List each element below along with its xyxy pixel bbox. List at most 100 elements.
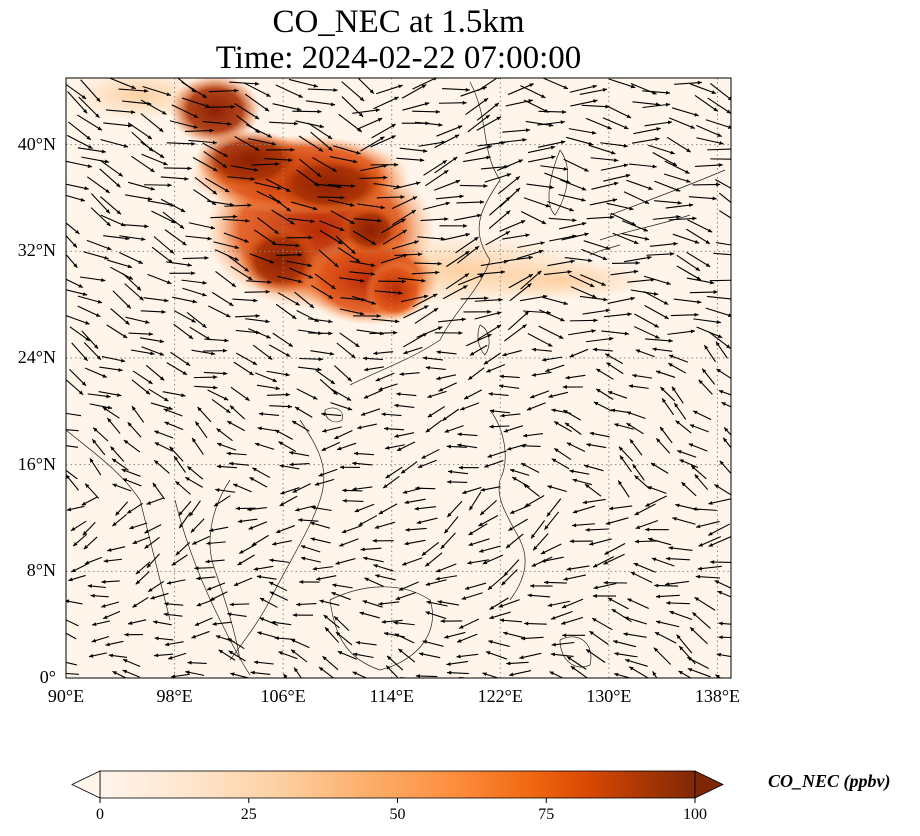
wind-vector-head	[585, 527, 590, 532]
wind-vector-head	[697, 566, 702, 571]
coastline-borneo	[329, 586, 433, 671]
wind-vector	[81, 156, 110, 163]
wind-vector-head	[723, 437, 728, 443]
wind-vector-head	[519, 681, 523, 685]
wind-vector-head	[383, 175, 388, 180]
wind-vector-head	[86, 679, 90, 683]
wind-vector-head	[469, 351, 475, 356]
wind-vector-head	[202, 280, 207, 285]
wind-vector	[69, 326, 91, 342]
wind-vector-head	[265, 319, 270, 324]
wind-vector-head	[144, 88, 149, 93]
wind-vector-head	[370, 272, 375, 276]
wind-vector-head	[196, 602, 202, 607]
wind-vector	[181, 97, 211, 108]
wind-vector	[418, 141, 446, 147]
wind-vector	[643, 275, 671, 285]
wind-vector	[171, 104, 199, 119]
wind-vector-head	[175, 551, 181, 556]
wind-vector-head	[276, 199, 282, 204]
wind-vector-head	[655, 594, 661, 599]
wind-vector-head	[375, 377, 381, 382]
wind-vector	[413, 262, 442, 265]
wind-vector-head	[426, 600, 431, 605]
wind-vector-head	[629, 666, 634, 671]
wind-vector-head	[521, 636, 526, 641]
wind-vector-head	[581, 197, 586, 202]
wind-vector	[508, 273, 534, 289]
wind-vector-head	[237, 519, 243, 524]
wind-vector	[466, 333, 492, 347]
wind-vector-head	[563, 166, 568, 171]
wind-vector-head	[323, 614, 328, 619]
wind-vector-head	[437, 600, 442, 604]
wind-vector-head	[78, 283, 83, 288]
wind-vector-head	[383, 484, 388, 489]
wind-vector-head	[417, 464, 423, 468]
wind-vector	[632, 101, 661, 106]
co-plume-core	[170, 78, 260, 145]
wind-vector	[631, 138, 660, 144]
wind-vector	[208, 89, 239, 93]
wind-vector-head	[737, 253, 741, 257]
colorbar-tick-label: 75	[538, 806, 555, 823]
wind-vector-head	[562, 385, 567, 389]
wind-vector-head	[239, 549, 244, 554]
wind-vector	[184, 129, 214, 132]
wind-vector-head	[540, 550, 546, 554]
wind-vector-head	[551, 642, 556, 647]
wind-vector-head	[202, 292, 207, 297]
wind-vector-head	[654, 334, 660, 339]
wind-vector	[371, 318, 400, 323]
wind-vector-head	[435, 270, 440, 275]
wind-vector-head	[334, 616, 339, 621]
wind-vector-head	[651, 462, 656, 467]
wind-vector-head	[181, 393, 186, 398]
wind-vector	[147, 273, 172, 285]
wind-vector	[110, 308, 130, 326]
wind-vector	[694, 95, 719, 112]
wind-vector-head	[258, 412, 264, 416]
wind-vector-head	[250, 670, 255, 675]
wind-vector	[205, 106, 235, 108]
wind-vector	[709, 279, 731, 282]
wind-vector	[455, 236, 479, 254]
wind-vector-head	[664, 315, 669, 319]
wind-vector-head	[541, 558, 546, 563]
wind-vector	[516, 250, 544, 260]
wind-vector-head	[171, 219, 176, 223]
wind-vector-head	[648, 186, 653, 190]
wind-vector-head	[416, 181, 421, 186]
wind-vector	[708, 331, 731, 349]
wind-vector	[484, 173, 512, 183]
wind-vector-head	[440, 544, 445, 549]
wind-vector	[265, 178, 291, 193]
wind-vector-head	[425, 562, 430, 567]
wind-vector	[601, 330, 630, 335]
wind-vector-head	[547, 342, 553, 347]
wind-vector-head	[717, 334, 723, 338]
wind-vector-head	[230, 672, 235, 677]
wind-vector-head	[560, 140, 566, 145]
wind-vector	[244, 93, 270, 112]
wind-vector	[460, 297, 489, 300]
wind-vector-head	[537, 270, 542, 275]
wind-vector-head	[444, 217, 449, 222]
wind-vector-head	[623, 163, 629, 168]
wind-vector-head	[652, 347, 657, 352]
wind-vector-head	[234, 245, 240, 250]
wind-vector	[585, 117, 612, 130]
wind-vector	[273, 243, 300, 247]
longitude-tick-label: 122°E	[477, 686, 523, 706]
wind-vector	[312, 157, 338, 173]
wind-vector-head	[676, 214, 681, 219]
wind-vector-head	[329, 351, 335, 356]
wind-vector-head	[350, 202, 355, 207]
wind-vector	[99, 159, 124, 177]
wind-vector-head	[375, 108, 380, 113]
wind-vector-head	[454, 134, 460, 139]
wind-vector-head	[402, 490, 408, 494]
wind-vector-head	[605, 353, 610, 358]
wind-vector	[107, 259, 133, 268]
wind-vector	[202, 120, 232, 125]
